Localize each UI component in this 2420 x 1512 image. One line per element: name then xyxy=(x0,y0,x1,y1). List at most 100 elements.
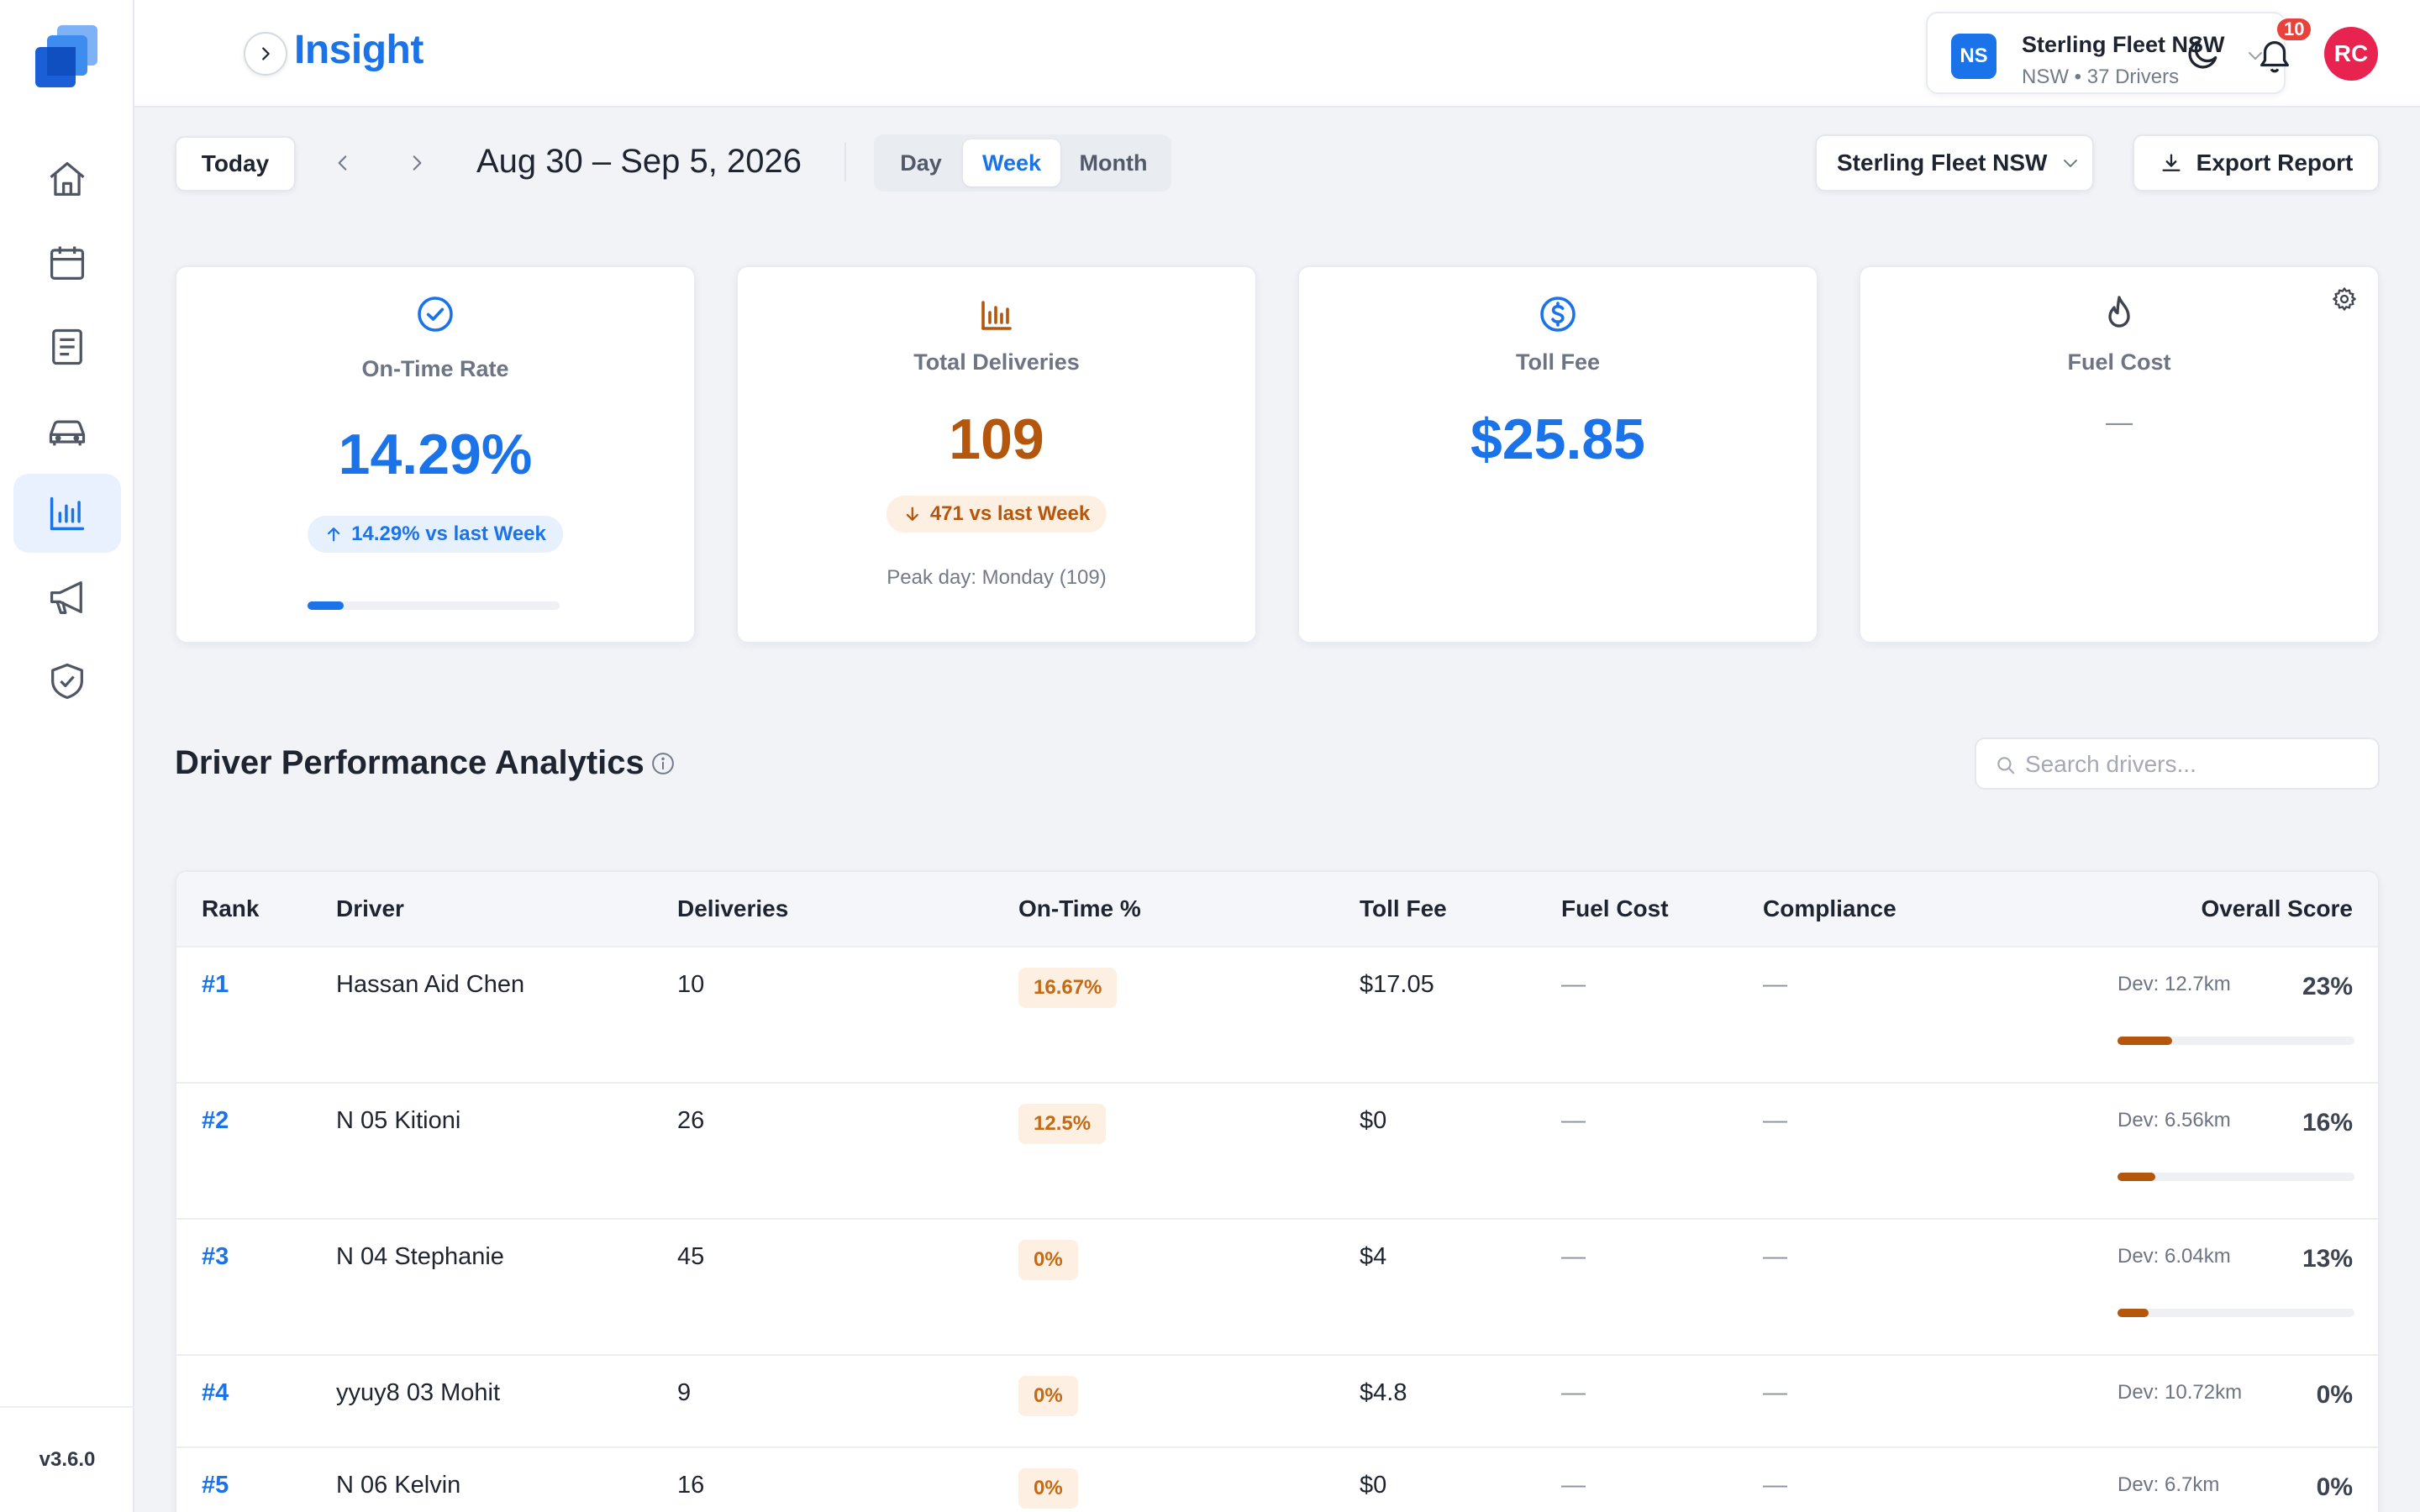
driver-performance-table: Rank Driver Deliveries On-Time % Toll Fe… xyxy=(175,870,2380,1512)
search-drivers-input[interactable] xyxy=(2025,748,2361,781)
driver-name-cell: N 05 Kitioni xyxy=(336,1107,461,1134)
sidebar-item-schedule[interactable] xyxy=(13,223,121,302)
toolbar-divider xyxy=(844,143,846,181)
fuel-cost-cell: — xyxy=(1561,1107,1586,1134)
deviation-text: Dev: 10.72km xyxy=(2118,1381,2243,1404)
kpi-change-badge: 471 vs last Week xyxy=(886,496,1107,533)
bell-icon[interactable] xyxy=(2255,35,2294,76)
bar-chart-icon xyxy=(50,496,85,531)
fleet-filter-dropdown[interactable]: Sterling Fleet NSW xyxy=(1815,134,2094,192)
kpi-card-fuel: Fuel Cost — xyxy=(1859,265,2380,643)
table-row[interactable]: #5 N 06 Kelvin 16 0% $0 — — Dev: 6.7km 0… xyxy=(176,1448,2378,1512)
export-report-label: Export Report xyxy=(2196,150,2354,176)
car-icon xyxy=(49,420,86,446)
bar-chart-icon xyxy=(981,301,1012,330)
fleet-filter-value: Sterling Fleet NSW xyxy=(1837,150,2048,176)
chevron-down-icon xyxy=(2249,52,2262,60)
kpi-change-text: 14.29% vs last Week xyxy=(351,522,546,545)
column-header-fuel-cost[interactable]: Fuel Cost xyxy=(1561,895,1669,921)
flame-icon xyxy=(2108,296,2130,328)
period-day-tab[interactable]: Day xyxy=(900,150,942,176)
kpi-label: Toll Fee xyxy=(1515,349,1600,375)
sidebar-item-compliance[interactable] xyxy=(13,642,121,721)
compliance-cell: — xyxy=(1763,1107,1787,1134)
download-icon xyxy=(2162,154,2181,171)
column-header-deliveries[interactable]: Deliveries xyxy=(677,895,789,921)
on-time-badge: 0% xyxy=(1018,1376,1078,1416)
score-bar-fill xyxy=(2118,1037,2172,1045)
toll-fee-cell: $4.8 xyxy=(1360,1379,1407,1406)
deliveries-cell: 26 xyxy=(677,1107,705,1134)
sidebar-item-analytics[interactable] xyxy=(13,474,121,553)
info-icon[interactable] xyxy=(650,751,676,776)
export-report-button[interactable]: Export Report xyxy=(2133,134,2380,192)
deviation-text: Dev: 6.04km xyxy=(2118,1245,2231,1268)
sidebar-item-reports[interactable] xyxy=(13,307,121,386)
compliance-cell: — xyxy=(1763,1243,1787,1270)
fuel-cost-cell: — xyxy=(1561,1243,1586,1270)
period-month-tab[interactable]: Month xyxy=(1079,150,1148,176)
arrow-down-icon xyxy=(906,507,918,521)
deliveries-cell: 9 xyxy=(677,1379,692,1406)
toll-fee-cell: $4 xyxy=(1360,1243,1387,1270)
column-header-on-time[interactable]: On-Time % xyxy=(1018,895,1141,921)
column-header-driver[interactable]: Driver xyxy=(336,895,404,921)
compliance-cell: — xyxy=(1763,1379,1787,1406)
app-logo-icon[interactable] xyxy=(32,22,104,94)
kpi-card-deliveries: Total Deliveries 109 471 vs last Week Pe… xyxy=(736,265,1257,643)
chevron-left-icon xyxy=(338,155,347,171)
today-button[interactable]: Today xyxy=(175,136,296,192)
fuel-cost-cell: — xyxy=(1561,1472,1586,1499)
driver-name-cell: N 06 Kelvin xyxy=(336,1472,461,1499)
deviation-text: Dev: 12.7km xyxy=(2118,973,2231,995)
compliance-cell: — xyxy=(1763,1472,1787,1499)
on-time-progress-fill xyxy=(308,601,344,610)
score-bar xyxy=(2118,1173,2354,1181)
on-time-badge: 0% xyxy=(1018,1240,1078,1280)
rank-cell: #5 xyxy=(202,1472,229,1499)
toll-fee-cell: $0 xyxy=(1360,1472,1387,1499)
column-header-rank[interactable]: Rank xyxy=(202,895,260,921)
score-bar-fill xyxy=(2118,1309,2149,1317)
column-header-toll-fee[interactable]: Toll Fee xyxy=(1360,895,1447,921)
sidebar-item-home[interactable] xyxy=(13,139,121,218)
kpi-card-on-time: On-Time Rate 14.29% 14.29% vs last Week xyxy=(175,265,696,643)
rank-cell: #3 xyxy=(202,1243,229,1270)
sidebar-item-vehicles[interactable] xyxy=(13,391,121,470)
score-bar-fill xyxy=(2118,1173,2156,1181)
deviation-text: Dev: 6.56km xyxy=(2118,1109,2231,1131)
period-week-tab[interactable]: Week xyxy=(963,139,1060,186)
sidebar-toggle-button[interactable] xyxy=(244,32,287,76)
section-title: Driver Performance Analytics xyxy=(175,744,644,781)
kpi-card-toll: Toll Fee $25.85 xyxy=(1297,265,1818,643)
overall-score-value: 0% xyxy=(2316,1473,2353,1501)
table-row[interactable]: #1 Hassan Aid Chen 10 16.67% $17.05 — — … xyxy=(176,948,2378,1084)
arrow-up-icon xyxy=(328,528,340,542)
sidebar-item-campaigns[interactable] xyxy=(13,558,121,637)
column-header-overall-score[interactable]: Overall Score xyxy=(2201,895,2353,921)
column-header-compliance[interactable]: Compliance xyxy=(1763,895,1897,921)
top-bar: Insight NS Sterling Fleet NSW NSW • 37 D… xyxy=(134,0,2420,108)
user-avatar[interactable]: RC xyxy=(2324,27,2378,81)
table-row[interactable]: #4 yyuy8 03 Mohit 9 0% $4.8 — — Dev: 10.… xyxy=(176,1356,2378,1448)
app-title: Insight xyxy=(294,28,424,72)
fleet-selector[interactable]: NS Sterling Fleet NSW NSW • 37 Drivers xyxy=(1926,12,2286,94)
table-row[interactable]: #3 N 04 Stephanie 45 0% $4 — — Dev: 6.04… xyxy=(176,1220,2378,1356)
table-row[interactable]: #2 N 05 Kitioni 26 12.5% $0 — — Dev: 6.5… xyxy=(176,1084,2378,1220)
kpi-value: 14.29% xyxy=(338,423,533,486)
deliveries-cell: 45 xyxy=(677,1243,705,1270)
rank-cell: #2 xyxy=(202,1107,229,1134)
moon-icon[interactable] xyxy=(2185,35,2222,72)
score-bar xyxy=(2118,1037,2354,1045)
overall-score-value: 13% xyxy=(2302,1245,2353,1273)
shield-check-icon xyxy=(51,663,83,700)
table-header: Rank Driver Deliveries On-Time % Toll Fe… xyxy=(176,872,2378,948)
fleet-subtitle: NSW • 37 Drivers xyxy=(2022,66,2180,88)
kpi-label: On-Time Rate xyxy=(361,356,509,381)
previous-period-button[interactable] xyxy=(324,144,361,181)
gear-icon[interactable] xyxy=(2331,286,2358,312)
kpi-label: Fuel Cost xyxy=(2067,349,2171,375)
home-icon xyxy=(50,161,85,197)
next-period-button[interactable] xyxy=(398,144,435,181)
chevron-right-icon xyxy=(413,155,422,171)
